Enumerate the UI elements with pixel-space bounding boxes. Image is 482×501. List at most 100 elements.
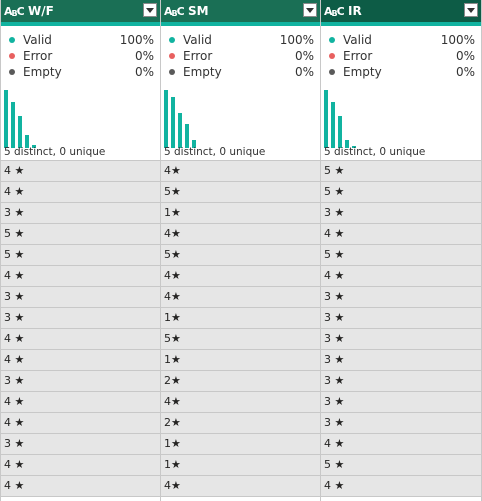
table-cell[interactable]: 3 ★ (321, 392, 481, 413)
table-cell[interactable]: 3 ★ (321, 329, 481, 350)
value-distribution-histogram[interactable] (164, 86, 314, 148)
histogram-bar[interactable] (11, 102, 15, 148)
error-percent: 0% (455, 49, 475, 63)
empty-stat: Empty 0% (7, 64, 154, 80)
table-cell[interactable]: 3 ★ (321, 371, 481, 392)
table-cell[interactable]: 5 ★ (1, 224, 160, 245)
table-cell[interactable]: 4 ★ (321, 224, 481, 245)
histogram-bar[interactable] (32, 145, 36, 148)
table-cell[interactable]: 1★ (161, 203, 320, 224)
table-cell[interactable]: 5★ (161, 182, 320, 203)
table-cell[interactable]: 3 ★ (321, 350, 481, 371)
table-cell[interactable]: 3 ★ (1, 287, 160, 308)
table-cell[interactable]: 3 ★ (1, 203, 160, 224)
histogram-bar[interactable] (331, 102, 335, 148)
table-cell[interactable]: 4 ★ (1, 392, 160, 413)
table-cell[interactable]: 4 ★ (1, 476, 160, 497)
table-cell[interactable]: 5 ★ (321, 161, 481, 182)
table-cell[interactable]: 3 ★ (321, 308, 481, 329)
error-dot-icon (169, 53, 175, 59)
table-cell[interactable]: 1★ (161, 308, 320, 329)
valid-label: Valid (183, 33, 212, 47)
table-cell[interactable]: 2★ (161, 371, 320, 392)
table-cell[interactable]: 5 ★ (321, 182, 481, 203)
empty-label: Empty (343, 65, 382, 79)
table-cell[interactable]: 4 ★ (1, 266, 160, 287)
valid-dot-icon (329, 37, 335, 43)
table-cell[interactable]: 4 ★ (1, 161, 160, 182)
value-distribution-histogram[interactable] (324, 86, 474, 148)
histogram-bar[interactable] (192, 140, 196, 148)
error-dot-icon (329, 53, 335, 59)
table-cell[interactable]: 4★ (161, 392, 320, 413)
histogram-bar[interactable] (178, 113, 182, 148)
filter-dropdown-icon[interactable] (143, 3, 157, 17)
column-quality-bar (1, 22, 160, 26)
valid-label: Valid (343, 33, 372, 47)
table-cell[interactable]: 3 ★ (1, 308, 160, 329)
table-cell[interactable]: 4★ (161, 266, 320, 287)
table-cell[interactable]: 5★ (161, 245, 320, 266)
value-distribution-histogram[interactable] (4, 86, 154, 148)
table-cell[interactable]: 2★ (161, 413, 320, 434)
histogram-bar[interactable] (164, 90, 168, 148)
table-cell[interactable]: 5 ★ (321, 455, 481, 476)
table-cell[interactable]: 4 ★ (1, 350, 160, 371)
column-name: SM (188, 4, 209, 18)
filter-dropdown-icon[interactable] (464, 3, 478, 17)
empty-dot-icon (329, 69, 335, 75)
histogram-bar[interactable] (185, 124, 189, 148)
error-stat: Error 0% (7, 48, 154, 64)
filter-dropdown-icon[interactable] (303, 3, 317, 17)
table-cell[interactable]: 5★ (161, 329, 320, 350)
table-cell[interactable]: 4 ★ (1, 413, 160, 434)
histogram-bar[interactable] (4, 90, 8, 148)
column-rows: 5 ★ 5 ★ 3 ★ 4 ★ 5 ★ 4 ★ 3 ★ 3 ★ 3 ★ 3 ★ 3 ★ 3 ★ 3 ★ 4… (321, 161, 481, 501)
empty-stat: Empty 0% (327, 64, 475, 80)
histogram-bar[interactable] (338, 116, 342, 148)
valid-stat: Valid 100% (167, 32, 314, 48)
table-cell[interactable]: 4 ★ (1, 182, 160, 203)
valid-dot-icon (169, 37, 175, 43)
table-cell[interactable]: 5 ★ (1, 245, 160, 266)
table-cell[interactable]: 1★ (161, 455, 320, 476)
table-cell[interactable]: 1★ (161, 434, 320, 455)
table-cell[interactable]: 3 ★ (321, 287, 481, 308)
table-cell[interactable]: 3 ★ (1, 434, 160, 455)
histogram-bar[interactable] (18, 116, 22, 148)
table-cell[interactable]: 5 ★ (321, 245, 481, 266)
table-cell[interactable]: 3 ★ (321, 413, 481, 434)
table-cell[interactable]: 4 ★ (321, 266, 481, 287)
table-cell[interactable]: 4 ★ (321, 434, 481, 455)
column-name: IR (348, 4, 362, 18)
empty-dot-icon (9, 69, 15, 75)
table-cell[interactable]: 4 ★ (321, 476, 481, 497)
table-cell[interactable]: 4★ (161, 161, 320, 182)
table-cell[interactable]: 4★ (161, 287, 320, 308)
histogram-bar[interactable] (324, 90, 328, 148)
column-quality-bar (161, 22, 320, 26)
table-cell[interactable]: 4 ★ (1, 455, 160, 476)
valid-percent: 100% (119, 33, 154, 47)
histogram-bar[interactable] (171, 97, 175, 148)
table-cell[interactable]: 4 ★ (1, 329, 160, 350)
table-cell[interactable]: 3 ★ (1, 371, 160, 392)
table-cell[interactable]: 4★ (161, 476, 320, 497)
column-profile: Valid 100% Error 0% Empty 0% 5 distinct,… (321, 26, 481, 161)
histogram-bar[interactable] (345, 140, 349, 148)
histogram-bar[interactable] (25, 135, 29, 148)
table-cell[interactable]: 3 ★ (321, 203, 481, 224)
distinct-count: 5 distinct, 0 unique (164, 146, 266, 158)
table-cell[interactable]: 4★ (161, 224, 320, 245)
table-cell[interactable]: 1★ (161, 350, 320, 371)
column-name: W/F (28, 4, 54, 18)
column-rows: 4 ★ 4 ★ 3 ★ 5 ★ 5 ★ 4 ★ 3 ★ 3 ★ 4 ★ 4 ★ 3 ★ 4 ★ 4 ★ 3… (1, 161, 160, 501)
histogram-bar[interactable] (352, 146, 356, 148)
